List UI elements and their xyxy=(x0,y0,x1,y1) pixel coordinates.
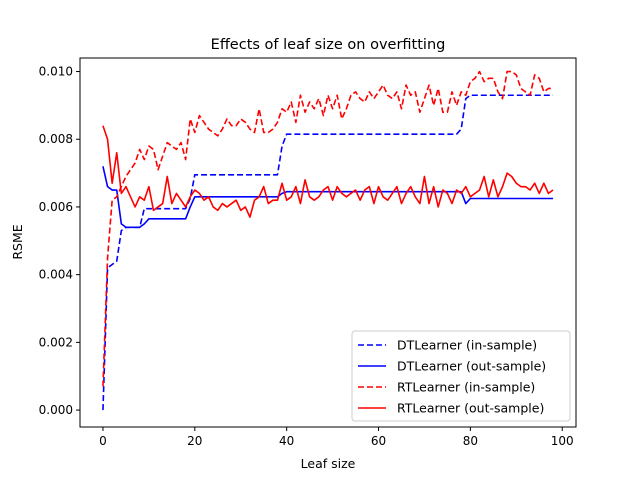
legend-label-2: DTLearner (out-sample) xyxy=(397,359,546,374)
y-axis-label: RSME xyxy=(10,224,25,259)
legend-label-1: DTLearner (in-sample) xyxy=(397,338,537,353)
legend-label-3: RTLearner (in-sample) xyxy=(397,380,535,395)
legend: DTLearner (in-sample) DTLearner (out-samp… xyxy=(351,330,571,422)
x-axis-label: Leaf size xyxy=(301,456,356,471)
x-tick-label: 0 xyxy=(99,434,107,448)
plot-frame xyxy=(79,57,577,428)
y-tick-label: 0.002 xyxy=(39,335,73,349)
x-axis: 0 20 40 60 80 100 xyxy=(99,427,574,448)
legend-label-4: RTLearner (out-sample) xyxy=(397,401,544,416)
x-tick-label: 80 xyxy=(463,434,478,448)
y-tick-label: 0.000 xyxy=(39,403,73,417)
series-line-2 xyxy=(102,166,554,229)
x-tick-label: 60 xyxy=(371,434,386,448)
series-layer xyxy=(102,70,554,411)
y-axis: 0.000 0.002 0.004 0.006 0.008 0.010 xyxy=(39,65,80,417)
y-tick-label: 0.006 xyxy=(39,200,73,214)
legend-box xyxy=(351,330,571,422)
y-tick-label: 0.010 xyxy=(39,65,73,79)
x-tick-label: 20 xyxy=(187,434,202,448)
y-tick-label: 0.008 xyxy=(39,132,73,146)
x-tick-label: 40 xyxy=(279,434,294,448)
series-line-1 xyxy=(102,94,554,411)
chart-title: Effects of leaf size on overfitting xyxy=(211,37,446,53)
y-tick-label: 0.004 xyxy=(39,268,73,282)
series-line-4 xyxy=(102,125,554,218)
x-tick-label: 100 xyxy=(551,434,574,448)
